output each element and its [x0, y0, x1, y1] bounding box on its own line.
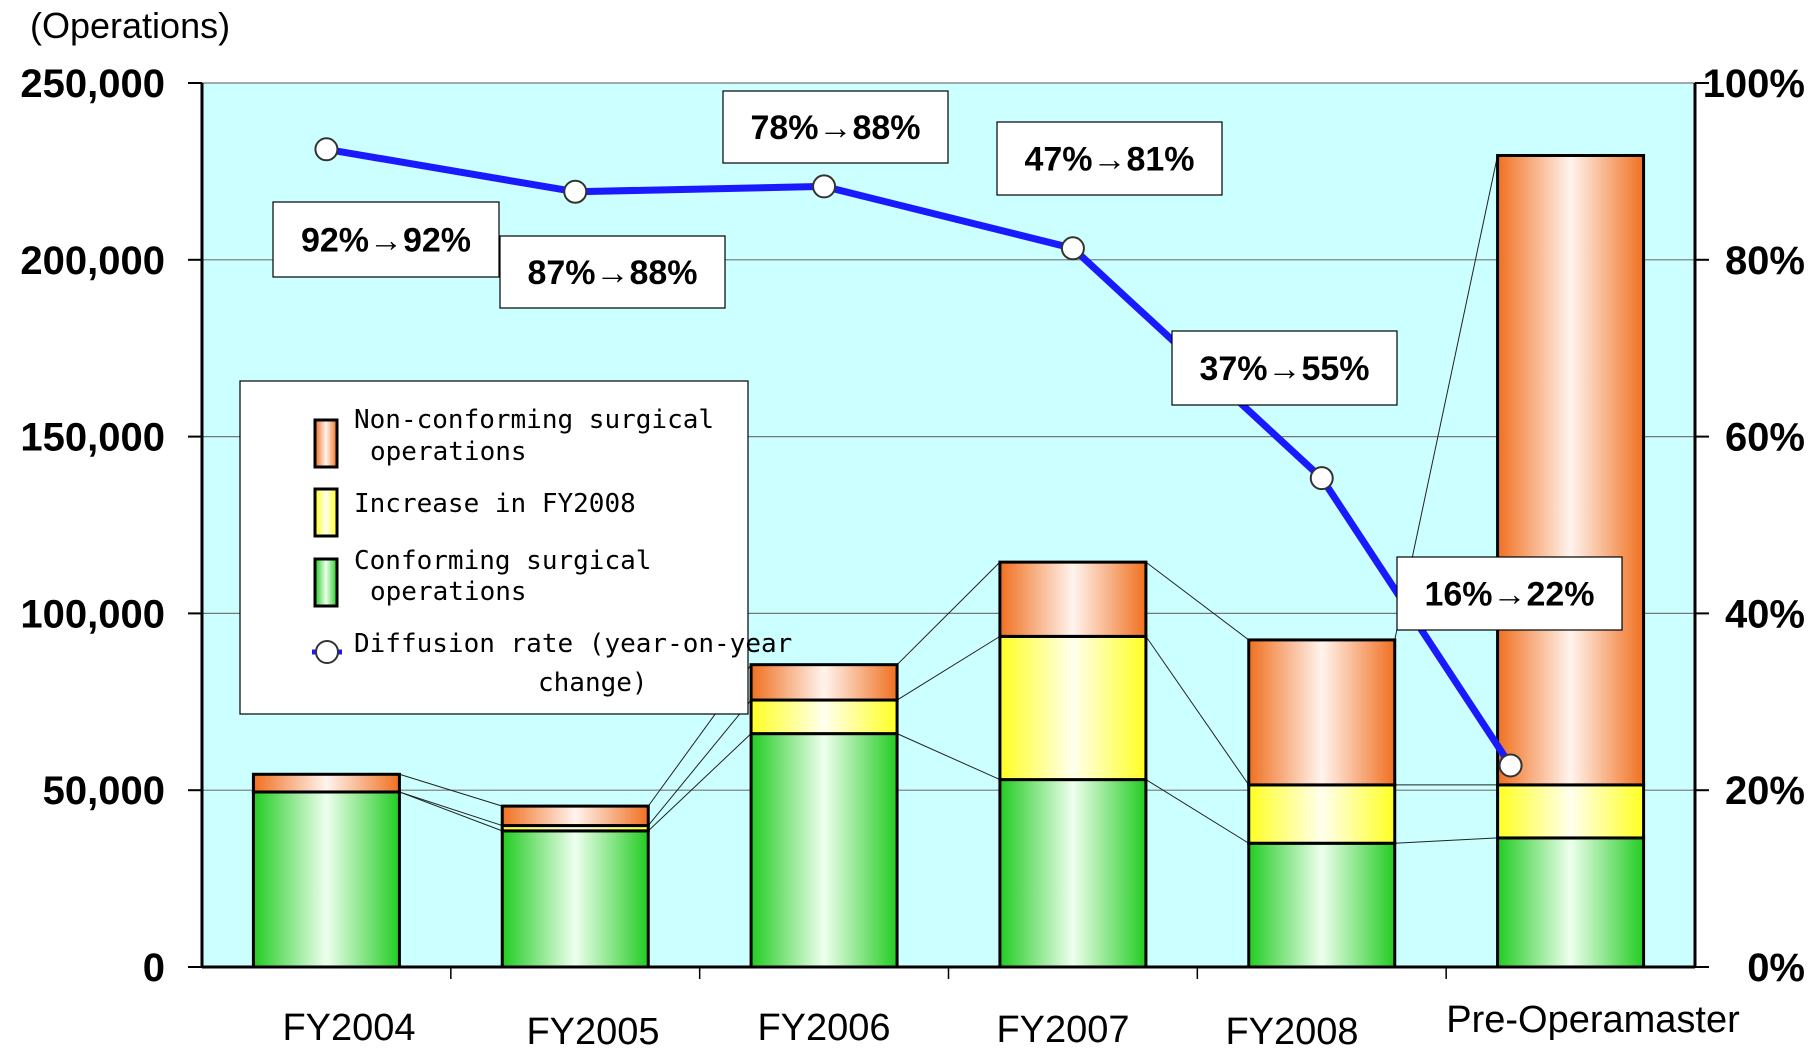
x-tick-label: FY2007 [996, 1009, 1129, 1051]
legend-swatch [313, 557, 339, 608]
annotation-box-frame [1171, 330, 1398, 406]
y-tick-label: 200,000 [20, 239, 165, 283]
diffusion-line [314, 137, 1523, 778]
bar-segment-increase [1496, 783, 1646, 840]
annotation-box-frame [272, 201, 500, 278]
connector-line [399, 791, 503, 827]
bar-segment-nonconforming [1247, 638, 1397, 787]
bar-segment-conforming [251, 790, 401, 969]
connector-line [647, 699, 752, 826]
y-tick-label: 50,000 [43, 769, 165, 813]
legend-entry: Increase in FY2008 [313, 487, 636, 538]
annotation-box: 78%→88% [722, 90, 949, 164]
y-tick-label: 0 [143, 946, 165, 990]
bar-segment-conforming [1496, 836, 1646, 969]
y-tick-label: 150,000 [20, 416, 165, 460]
bar-segment-nonconforming [998, 560, 1148, 638]
bar-segment-nonconforming [500, 804, 650, 828]
connector-line [1145, 636, 1250, 786]
bar-segment-conforming [998, 778, 1148, 969]
connector-line [896, 561, 1001, 666]
legend-label: change) [538, 668, 648, 698]
annotation-box: 92%→92% [272, 201, 500, 278]
connector-line [896, 733, 1001, 781]
diffusion-rate-point [812, 174, 837, 199]
connector-line [399, 791, 503, 832]
annotation-box: 37%→55% [1171, 330, 1398, 406]
legend-label: operations [370, 577, 527, 607]
bars [251, 153, 1646, 969]
y2-tick-label: 60% [1725, 416, 1805, 460]
annotation-box: 47%→81% [996, 121, 1223, 196]
x-tick-label: FY2004 [282, 1007, 415, 1049]
y2-tick-label: 0% [1747, 946, 1805, 990]
diffusion-rate-point [1060, 236, 1085, 261]
legend-label: Diffusion rate (year-on-year [354, 629, 792, 659]
bar-segment-conforming [749, 732, 899, 969]
connector-line [896, 635, 1001, 701]
bar-segment-conforming [1247, 841, 1397, 969]
annotation-box: 16%→22% [1396, 556, 1623, 631]
y-unit-label: (Operations) [30, 5, 230, 46]
annotation-label: 92%→92% [301, 222, 471, 260]
bar-segment-increase [1247, 783, 1397, 845]
bar-segment-nonconforming [1496, 153, 1646, 787]
connector-line [399, 773, 503, 807]
diffusion-rate-point [563, 179, 588, 204]
connector-line [1145, 779, 1250, 844]
legend-entry: Diffusion rate (year-on-year change) [312, 629, 792, 698]
y2-tick-label: 20% [1725, 769, 1805, 813]
x-tick-label: FY2008 [1225, 1011, 1358, 1053]
legend-swatch [313, 418, 339, 469]
x-tick-label: FY2006 [757, 1007, 890, 1049]
bar-segment-conforming [500, 829, 650, 969]
annotation-label: 47%→81% [1024, 141, 1194, 179]
y2-tick-label: 40% [1725, 592, 1805, 636]
y-tick-label: 100,000 [20, 592, 165, 636]
bar-segment-increase [749, 698, 899, 736]
bar-segment-nonconforming [251, 772, 401, 794]
annotation-box-frame [1396, 556, 1623, 631]
annotation-box-frame [996, 121, 1223, 196]
legend: Non-conforming surgicaloperationsIncreas… [239, 380, 792, 715]
bar-segment-increase [998, 634, 1148, 782]
legend-label: Increase in FY2008 [354, 489, 636, 519]
y2-tick-label: 100% [1703, 62, 1805, 106]
legend-marker [315, 640, 339, 664]
connector-line [647, 733, 752, 832]
annotations: 92%→92% 87%→88% 78%→88% 47%→81% 37%→55% 16%→2… [272, 90, 1623, 631]
diffusion-rate-point [1309, 466, 1334, 491]
legend-label: operations [370, 437, 527, 467]
legend-swatch [313, 487, 339, 538]
annotation-box: 87%→88% [499, 235, 726, 309]
diffusion-rate-point [314, 137, 339, 162]
y2-tick-label: 80% [1725, 239, 1805, 283]
bar-segment-nonconforming [749, 663, 899, 702]
axis-ticks: 0 50,000 100,000 150,000 200,000 250,000 0% 20%… [20, 62, 1805, 1053]
x-tick-label: FY2005 [526, 1011, 659, 1053]
y-tick-label: 250,000 [20, 62, 165, 106]
diffusion-rate-point [1498, 753, 1523, 778]
annotation-label: 87%→88% [527, 254, 697, 292]
legend-label: Conforming surgical [354, 546, 651, 576]
legend-label: Non-conforming surgical [354, 405, 714, 435]
connector-line [1145, 561, 1250, 641]
annotation-label: 16%→22% [1424, 576, 1594, 614]
annotation-label: 78%→88% [750, 109, 920, 147]
annotation-label: 37%→55% [1199, 350, 1369, 388]
annotation-box-frame [499, 235, 726, 309]
connector-line [1394, 837, 1498, 844]
x-tick-label: Pre-Operamaster [1446, 999, 1740, 1041]
diffusion-rate-line [325, 145, 1514, 768]
annotation-box-frame [722, 90, 949, 164]
